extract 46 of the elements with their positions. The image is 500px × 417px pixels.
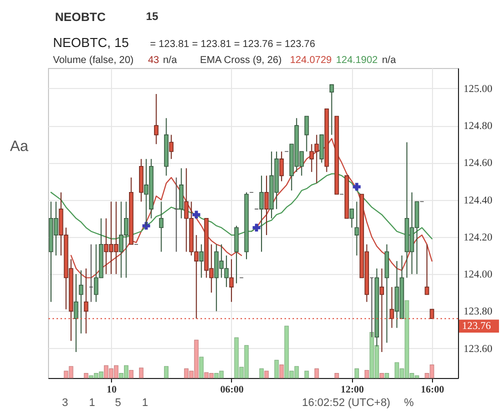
candlestick xyxy=(264,175,269,236)
text: 5 xyxy=(115,397,122,409)
text: Volume (false, 20) xyxy=(53,55,134,66)
y-tick-label: 124.40 xyxy=(464,195,492,206)
x-tick-label: 06:00 xyxy=(220,384,244,396)
chart-title: NEOBTC, 15 xyxy=(53,35,129,50)
text: 3 xyxy=(62,397,68,409)
candlestick xyxy=(304,116,309,152)
text: n/a xyxy=(382,55,396,66)
y-tick-label: 124.20 xyxy=(464,232,492,244)
candlestick xyxy=(229,258,234,302)
text: NEOBTC xyxy=(55,10,106,24)
candlestick xyxy=(154,93,158,145)
candlestick xyxy=(159,201,164,252)
candlestick xyxy=(350,208,354,228)
text: 16:02:52 (UTC+8) xyxy=(302,397,390,409)
text: n/a xyxy=(163,55,178,66)
candlestick xyxy=(169,134,174,160)
x-tick-label: 12:00 xyxy=(340,384,364,396)
candlestick xyxy=(199,244,204,278)
candlestick xyxy=(78,270,84,334)
x-tick-label: 10 xyxy=(106,384,117,396)
y-tick-label: 124.80 xyxy=(464,121,492,132)
text: EMA Cross (9, 26) xyxy=(200,55,282,66)
text: 15 xyxy=(146,11,158,23)
text: 124.1902 xyxy=(336,55,378,66)
text: 43 xyxy=(148,55,160,66)
text: 124.0729 xyxy=(290,55,332,66)
y-tick-label: 125.00 xyxy=(464,84,492,95)
text: = 123.81 = 123.81 = 123.76 = 123.76 xyxy=(150,39,316,50)
ref-line-label: 123.76 xyxy=(462,321,491,332)
candlestick xyxy=(329,84,334,136)
candlestick xyxy=(354,201,359,256)
candlestick xyxy=(424,244,430,295)
text: % xyxy=(404,397,414,409)
x-tick-label: 16:00 xyxy=(420,384,444,396)
candlestick xyxy=(74,274,78,353)
y-tick-label: 123.60 xyxy=(464,344,492,355)
y-tick-label: 124.00 xyxy=(464,270,492,281)
text: 1 xyxy=(89,397,96,409)
y-tick-label: 124.60 xyxy=(464,158,492,170)
text: 1 xyxy=(142,397,148,409)
text: Aa xyxy=(10,138,30,155)
y-tick-label: 123.80 xyxy=(464,306,492,318)
candlestick xyxy=(259,175,264,252)
candlestick xyxy=(279,151,284,182)
